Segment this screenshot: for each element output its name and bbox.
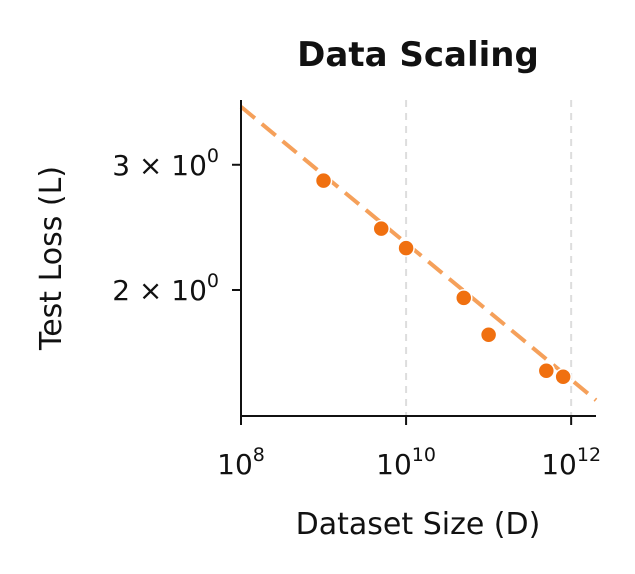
y-tick-label: 3 × 100 xyxy=(112,145,219,182)
y-axis-label: Test Loss (L) xyxy=(34,166,69,351)
x-ticks: 108 1010 1012 xyxy=(217,416,601,481)
x-tick-label: 108 xyxy=(217,444,265,481)
data-point xyxy=(372,219,390,238)
y-ticks: 3 × 100 2 × 100 xyxy=(112,145,241,307)
fit-line-group xyxy=(239,105,598,402)
x-axis-label: Dataset Size (D) xyxy=(296,507,541,542)
data-point xyxy=(554,368,572,386)
x-tick-label: 1012 xyxy=(541,444,601,481)
data-point xyxy=(314,171,333,190)
data-point xyxy=(537,361,556,380)
grid xyxy=(405,100,573,416)
data-point xyxy=(479,326,498,344)
data-points xyxy=(314,171,572,386)
x-tick-label: 1010 xyxy=(376,444,436,481)
y-tick-label: 2 × 100 xyxy=(112,270,219,307)
chart-title: Data Scaling xyxy=(297,35,539,75)
data-point xyxy=(455,289,473,307)
data-point xyxy=(397,239,415,257)
fit-line xyxy=(239,105,598,402)
